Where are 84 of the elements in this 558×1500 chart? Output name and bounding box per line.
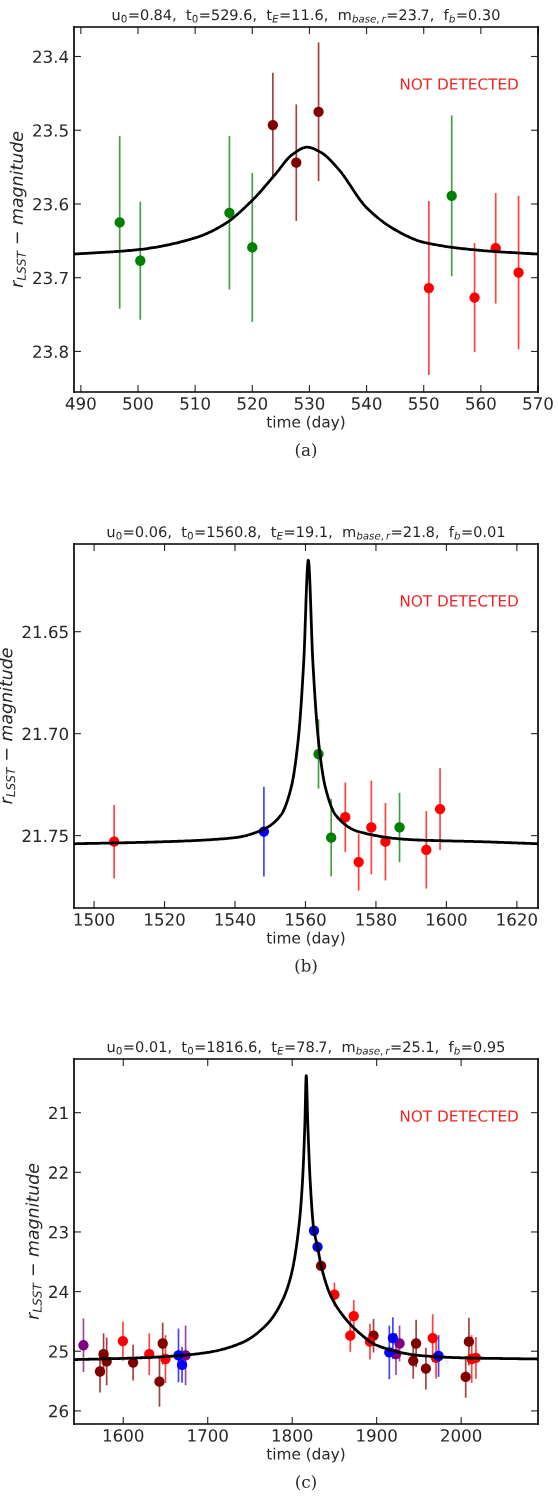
point <box>94 1366 106 1377</box>
point <box>78 1340 89 1351</box>
x-axis-title: time (day) <box>266 931 345 947</box>
x-tick-label: 570 <box>523 397 553 410</box>
x-tick-label: 550 <box>409 397 439 410</box>
x-tick-label: 530 <box>294 397 325 410</box>
x-tick-label: 1700 <box>188 1429 228 1442</box>
x-tick-label: 1620 <box>497 913 537 926</box>
x-axis-title: time (day) <box>266 1447 345 1463</box>
annotation: NOT DETECTED <box>400 595 518 607</box>
point <box>513 267 524 278</box>
point <box>326 832 337 843</box>
point <box>154 1376 165 1387</box>
x-tick-label: 490 <box>65 397 96 410</box>
y-tick-label: 25 <box>49 1345 68 1358</box>
point <box>394 1338 405 1349</box>
point <box>291 157 302 168</box>
text: (a) <box>295 443 317 459</box>
y-tick-label: 22 <box>49 1166 68 1179</box>
point <box>340 812 351 823</box>
point <box>463 1336 475 1347</box>
x-tick-label: 1600 <box>427 913 467 926</box>
x-tick-label: 510 <box>180 397 210 410</box>
y-tick-label: 21.65 <box>22 625 68 639</box>
y-tick-label: 26 <box>49 1404 69 1418</box>
point <box>387 1332 399 1344</box>
x-tick-label: 1500 <box>74 913 115 926</box>
point <box>353 856 364 868</box>
annotation: NOT DETECTED <box>400 78 518 90</box>
y-tick-label: 23.7 <box>33 271 68 285</box>
y-tick-label: 23.5 <box>33 124 68 137</box>
point <box>394 822 405 833</box>
text: (b) <box>295 958 317 975</box>
point <box>469 292 480 303</box>
x-tick-label: 1900 <box>357 1429 397 1442</box>
x-tick-label: 540 <box>351 397 382 410</box>
y-tick-label: 21.75 <box>22 829 68 843</box>
point <box>366 822 377 833</box>
y-axis-title: r$_{LSST}$ − magnitude <box>0 648 16 804</box>
point <box>348 1310 359 1322</box>
y-axis-title: r$_{LSST}$ − magnitude <box>25 1163 43 1320</box>
annotation: NOT DETECTED <box>400 1110 518 1122</box>
point <box>434 803 446 815</box>
point <box>114 217 125 228</box>
x-tick-label: 560 <box>466 397 496 410</box>
point <box>224 207 235 218</box>
x-tick-label: 1520 <box>145 913 185 926</box>
point <box>135 255 146 266</box>
text: (c) <box>296 1475 316 1491</box>
point <box>345 1330 356 1341</box>
x-tick-label: 500 <box>123 397 153 410</box>
y-axis-title: r$_{LSST}$ − magnitude <box>9 131 27 288</box>
y-tick-label: 21 <box>49 1106 68 1120</box>
chart-title: u$_{0}$=0.06, t$_{0}$=1560.8, t$_{E}$=19.1, m$_{base,r}$=21.8, f$_{b}$=0.01 <box>107 525 505 541</box>
point <box>247 242 258 253</box>
point <box>421 844 432 856</box>
point <box>423 282 435 294</box>
chart-title: u$_{0}$=0.01, t$_{0}$=1816.6, t$_{E}$=78.7, m$_{base,r}$=25.1, f$_{b}$=0.95 <box>107 1040 505 1056</box>
point <box>427 1332 438 1344</box>
x-tick-label: 1600 <box>103 1429 144 1442</box>
point <box>267 119 279 131</box>
y-tick-label: 23.4 <box>33 50 69 64</box>
y-tick-label: 23.6 <box>33 197 69 211</box>
y-tick-label: 23.8 <box>33 345 68 359</box>
point <box>446 190 457 202</box>
x-tick-label: 2000 <box>441 1429 482 1442</box>
x-tick-label: 1580 <box>356 913 397 926</box>
point <box>410 1338 422 1349</box>
point <box>460 1371 471 1383</box>
x-axis-title: time (day) <box>266 415 345 431</box>
point <box>313 106 324 117</box>
point <box>176 1359 188 1371</box>
chart-title: u$_{0}$=0.84, t$_{0}$=529.6, t$_{E}$=11.6, m$_{base,r}$=23.7, f$_{b}$=0.30 <box>112 8 500 24</box>
y-tick-label: 23 <box>49 1225 68 1239</box>
x-tick-label: 1800 <box>272 1429 313 1442</box>
point <box>157 1338 168 1349</box>
y-tick-label: 24 <box>49 1285 69 1298</box>
point <box>408 1355 419 1366</box>
x-tick-label: 1540 <box>215 913 256 926</box>
point <box>117 1335 129 1347</box>
x-tick-label: 520 <box>237 397 268 410</box>
y-tick-label: 21.70 <box>22 727 69 741</box>
point <box>420 1363 432 1374</box>
x-tick-label: 1560 <box>286 913 326 926</box>
